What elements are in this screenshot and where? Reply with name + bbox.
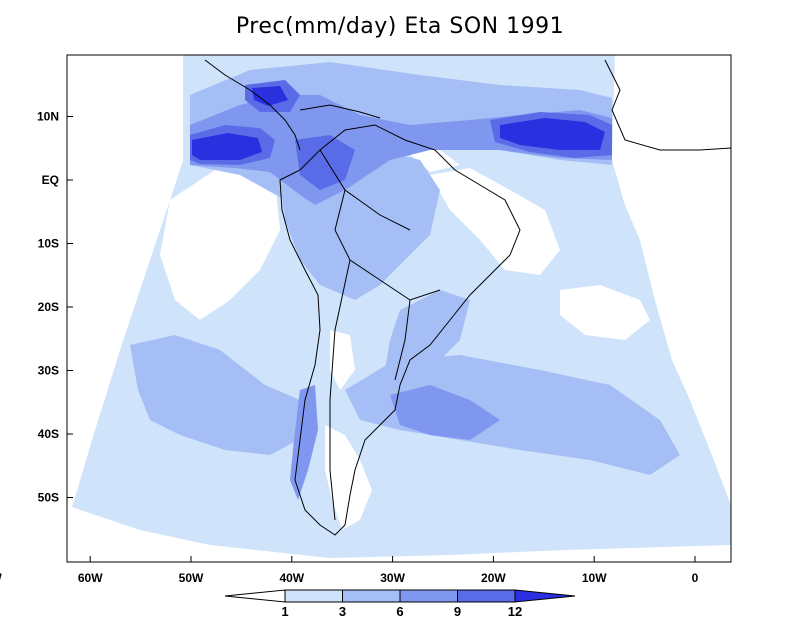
- band-medium-southeast: [385, 290, 470, 385]
- colorbar-level-label: 6: [396, 604, 403, 618]
- lat-tick-label: EQ: [42, 173, 59, 187]
- coastlines: [204, 59, 732, 536]
- dry-area-atlantic: [430, 168, 560, 275]
- country-border-1: [319, 149, 411, 231]
- precip-field: [67, 55, 731, 558]
- colorbar-segment: [342, 589, 401, 603]
- colorbar-segment: [399, 589, 458, 603]
- lon-tick-label: 10W: [582, 571, 607, 585]
- lon-tick-label: 20W: [481, 571, 506, 585]
- outside-domain-africa: [612, 55, 731, 505]
- country-border-4: [394, 299, 411, 381]
- lon-tick-label: 0: [692, 571, 699, 585]
- band-max-atlantic: [500, 118, 605, 150]
- lat-tick-label: 10S: [38, 237, 59, 251]
- lon-tick-label: 50W: [179, 571, 204, 585]
- band-medium-south-pacific: [130, 335, 300, 455]
- colorbar-segment: [284, 589, 343, 603]
- band-max-central-america: [252, 86, 288, 106]
- colorbar-level-label: 3: [339, 604, 346, 618]
- lon-tick-label: 30W: [380, 571, 405, 585]
- colorbar-segment: [457, 589, 516, 603]
- band-medium-south-atlantic: [345, 355, 680, 475]
- dry-area-northeast: [405, 150, 460, 172]
- colorbar-level-label: 12: [508, 604, 522, 618]
- lat-tick-label: 40S: [38, 427, 59, 441]
- africa-coast: [604, 59, 732, 151]
- colorbar: 1 3 6 9 12: [224, 589, 576, 618]
- central-america-coast: [204, 59, 301, 151]
- colorbar-level-label: 1: [281, 604, 288, 618]
- lon-tick-label: 40W: [279, 571, 304, 585]
- lat-tick-label: 10N: [37, 110, 59, 124]
- band-dark-south-atlantic: [390, 385, 500, 440]
- south-america-coast: [279, 124, 521, 536]
- map-frame: [66, 54, 732, 563]
- band-dark-andes-south: [290, 385, 318, 500]
- dry-area-atlantic-2: [560, 285, 650, 340]
- dry-patagonia: [325, 425, 372, 530]
- axes: 10NEQ10S20S30S40S50S110W100W90W80W70W60W…: [0, 110, 699, 586]
- lon-tick-label: 70W: [0, 571, 2, 585]
- colorbar-level-label: 9: [454, 604, 461, 618]
- colorbar-max-triangle: [514, 589, 576, 603]
- dry-area-pacific: [160, 160, 280, 320]
- band-deep-colombia: [295, 135, 355, 190]
- country-border-5: [329, 259, 351, 521]
- caribbean-coast: [299, 104, 381, 119]
- lon-tick-label: 60W: [78, 571, 103, 585]
- outside-domain-west: [67, 55, 183, 507]
- colorbar-min-triangle: [224, 589, 286, 603]
- lat-tick-label: 50S: [38, 491, 59, 505]
- dry-atacama: [330, 330, 355, 390]
- lat-tick-label: 30S: [38, 364, 59, 378]
- lat-tick-label: 20S: [38, 300, 59, 314]
- band-max-pacific: [192, 133, 262, 160]
- country-border-2: [334, 189, 381, 281]
- map-title: Prec(mm/day) Eta SON 1991: [235, 14, 565, 39]
